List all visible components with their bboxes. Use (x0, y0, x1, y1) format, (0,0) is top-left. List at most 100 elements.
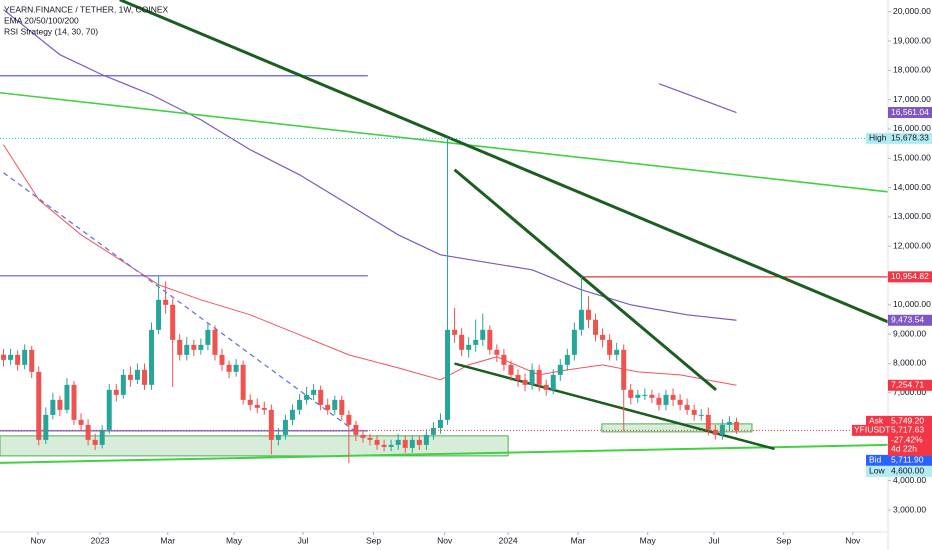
candle-body (120, 374, 126, 395)
candle-body (36, 371, 42, 440)
candle-body (522, 379, 528, 385)
price-tag: Low (869, 466, 885, 476)
candle-body (212, 329, 218, 355)
candle-body (268, 409, 274, 440)
candle-body (437, 419, 443, 428)
candle-body (445, 329, 451, 420)
candle-body (670, 394, 676, 400)
candle-body (578, 309, 584, 330)
last-price: 5,717.63 (891, 425, 924, 435)
x-tick-label: 2024 (499, 535, 518, 545)
candle-body (501, 354, 507, 365)
overlay-line (0, 91, 888, 193)
candle-body (318, 389, 324, 405)
candle-body (113, 389, 119, 395)
price-label-bg (888, 271, 932, 283)
candle-body (8, 354, 14, 360)
candle-body (92, 439, 98, 445)
candle-body (71, 384, 77, 420)
price-label-bg (888, 454, 932, 466)
candle-body (656, 397, 662, 405)
price-label-bg (888, 465, 932, 477)
candle-body (29, 349, 35, 372)
price-label-bg (888, 415, 932, 427)
candle-body (282, 419, 288, 435)
candle-body (198, 344, 204, 350)
x-tick-label: Sep (776, 535, 791, 545)
y-tick-label: 12,000.00 (893, 240, 931, 250)
price-label: 15,678.33 (891, 133, 929, 143)
candle-body (275, 434, 281, 440)
candle-body (177, 339, 183, 355)
candle-body (494, 349, 500, 355)
candle-body (649, 394, 655, 398)
candle-body (141, 369, 147, 385)
countdown: 4d 22h (891, 444, 917, 454)
x-tick-label: 2023 (91, 535, 110, 545)
y-tick-label: 16,000.00 (893, 123, 931, 133)
candle-body (64, 384, 70, 410)
candle-body (607, 339, 613, 355)
axes: 3,000.004,000.005,000.006,000.007,000.00… (30, 6, 932, 545)
candle-body (402, 439, 408, 448)
x-tick-label: Jul (708, 535, 719, 545)
candle-body (529, 369, 535, 385)
candle-body (374, 439, 380, 445)
overlay-line (3, 172, 357, 433)
y-tick-label: 3,000.00 (893, 504, 926, 514)
candle-body (367, 437, 373, 440)
plot-area (0, 0, 888, 464)
y-tick-label: 13,000.00 (893, 211, 931, 221)
x-tick-label: Nov (845, 535, 861, 545)
candle-body (571, 329, 577, 355)
candle-body (705, 414, 711, 430)
candle-body (254, 404, 260, 408)
candle-body (191, 344, 197, 350)
y-tick-label: 4,000.00 (893, 475, 926, 485)
chart-title: YEARN.FINANCE / TETHER, 1W, COINEX (4, 4, 169, 14)
candle-body (712, 429, 718, 435)
y-tick-label: 14,000.00 (893, 182, 931, 192)
candle-body (395, 439, 401, 445)
price-tag-bg (866, 132, 888, 144)
candle-body (240, 364, 246, 400)
candle-body (621, 349, 627, 390)
x-tick-label: Nov (30, 535, 46, 545)
candle-body (388, 444, 394, 447)
candle-body (719, 424, 725, 435)
candle-body (557, 364, 563, 375)
price-tag: Bid (869, 455, 882, 465)
x-tick-label: May (640, 535, 657, 545)
candle-body (642, 394, 648, 396)
x-tick-label: Jul (298, 535, 309, 545)
zone-box (0, 435, 509, 457)
candle-body (289, 409, 295, 420)
y-tick-label: 17,000.00 (893, 94, 931, 104)
candle-body (452, 329, 458, 335)
candle-body (564, 354, 570, 365)
candle-body (43, 414, 49, 440)
candle-body (247, 399, 253, 405)
candle-body (733, 421, 739, 431)
price-label-bg (888, 107, 932, 119)
price-label: 5,749.20 (891, 416, 924, 426)
price-tag: Ask (869, 416, 884, 426)
candle-body (698, 414, 704, 416)
indicator-label: EMA 20/50/100/200 (4, 15, 79, 25)
candle-body (628, 389, 634, 398)
candle-body (170, 304, 176, 340)
symbol-tag: YFIUSDT (854, 425, 890, 435)
y-tick-label: 15,000.00 (893, 153, 931, 163)
candle-body (473, 339, 479, 345)
overlay-line (658, 83, 737, 114)
candle-body (311, 389, 317, 395)
candle-body (585, 309, 591, 320)
x-tick-label: Nov (437, 535, 453, 545)
price-label: 16,561.04 (891, 107, 929, 117)
y-tick-label: 20,000.00 (893, 6, 931, 16)
x-tick-label: May (226, 535, 243, 545)
price-label: 5,711.90 (891, 455, 924, 465)
overlay-line (3, 144, 737, 386)
price-label: 10,954.82 (891, 271, 929, 281)
